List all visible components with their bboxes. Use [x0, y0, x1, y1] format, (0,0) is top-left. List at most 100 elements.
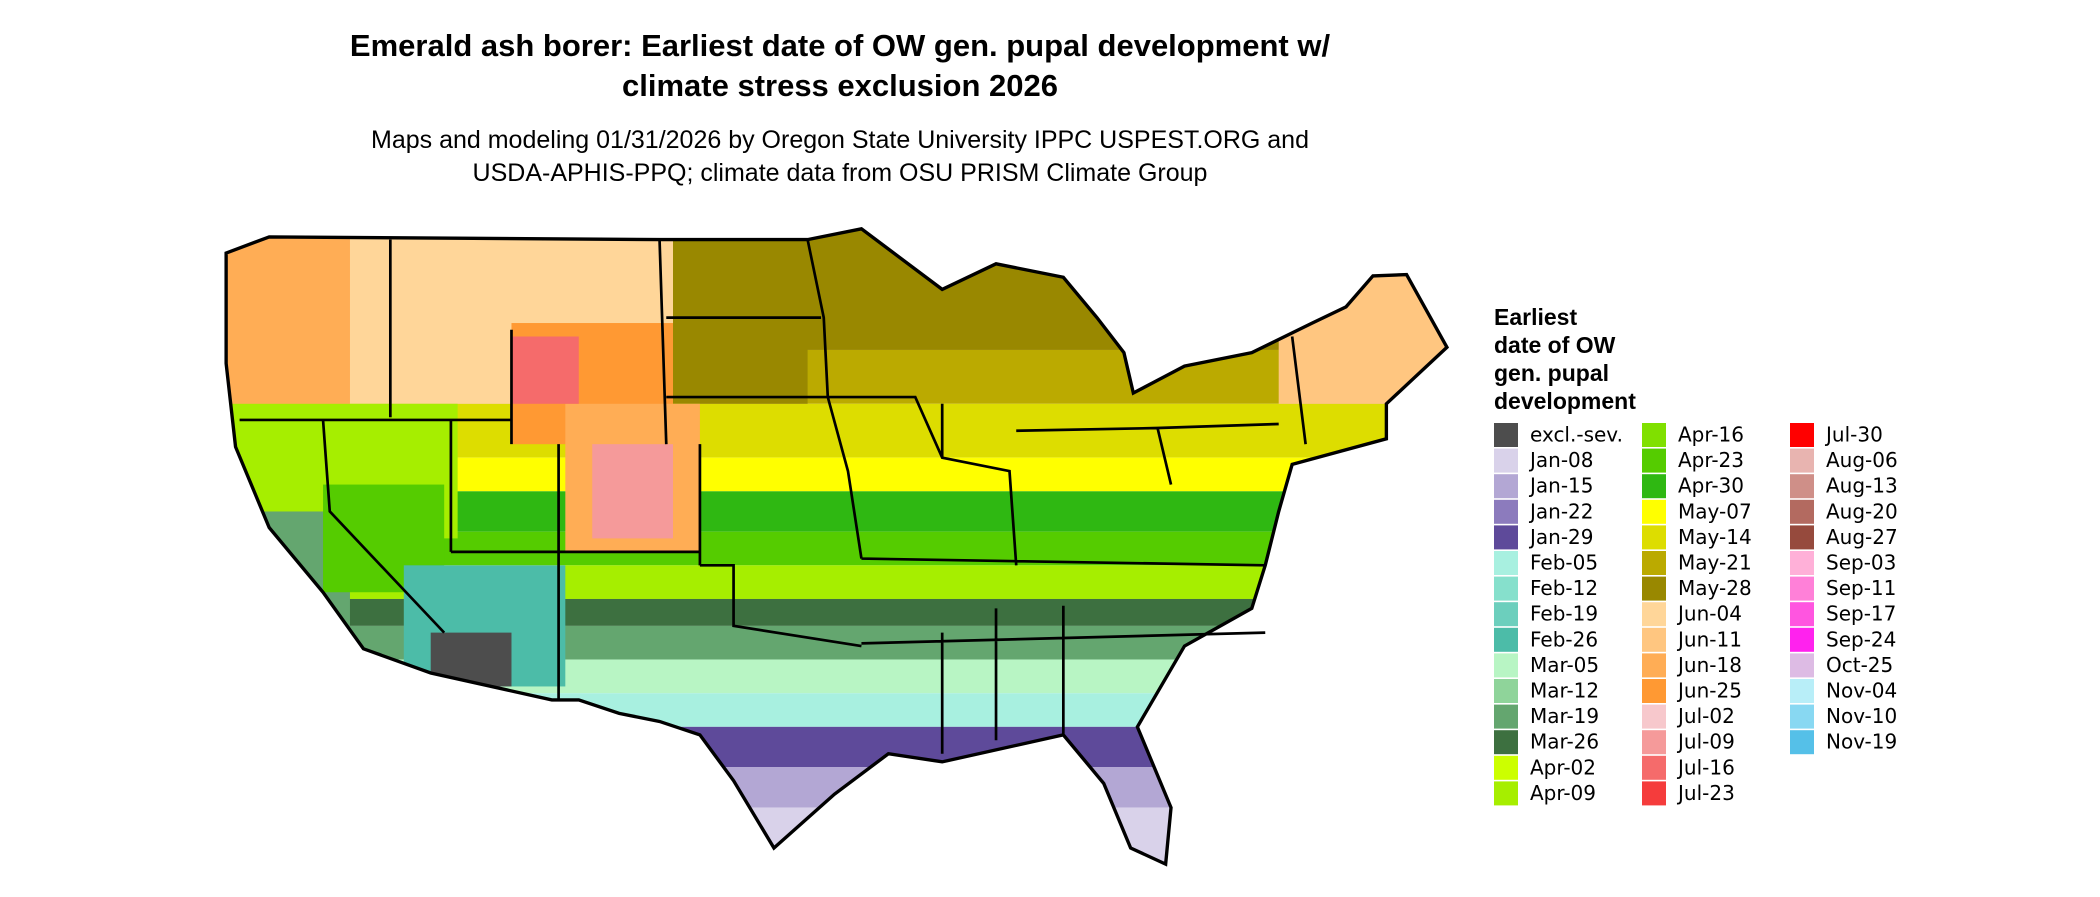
legend-label: Nov-10	[1826, 704, 1897, 728]
legend-label: May-14	[1678, 525, 1752, 549]
legend-label: Aug-20	[1826, 499, 1898, 523]
legend-swatch	[1790, 653, 1814, 678]
legend-swatch	[1790, 704, 1814, 729]
legend-swatch	[1642, 704, 1666, 729]
legend-label: excl.-sev.	[1530, 423, 1623, 447]
legend-swatch	[1790, 602, 1814, 627]
title-line: Emerald ash borer: Earliest date of OW g…	[350, 28, 1331, 63]
map-zone	[430, 632, 512, 687]
legend-swatch	[1494, 551, 1518, 575]
legend-swatch	[1494, 679, 1518, 703]
legend-swatch	[1790, 448, 1814, 473]
legend-label: Aug-06	[1826, 448, 1898, 472]
legend-label: Apr-30	[1678, 474, 1744, 498]
state-line	[239, 239, 1307, 754]
legend-swatch	[1494, 704, 1518, 729]
legend-label: Jan-22	[1528, 499, 1594, 523]
legend-label: May-21	[1678, 551, 1752, 575]
legend-label: Jan-08	[1528, 448, 1594, 472]
legend-swatch	[1790, 679, 1814, 703]
legend-label: Sep-17	[1826, 602, 1896, 626]
legend-label: Nov-04	[1826, 679, 1897, 703]
legend-swatch	[1494, 423, 1518, 447]
legend-title: gen. pupal	[1494, 360, 1609, 386]
legend-label: Jun-18	[1676, 653, 1742, 677]
legend-swatch	[1494, 576, 1518, 601]
legend-swatch	[1642, 551, 1666, 575]
legend-swatch	[1642, 423, 1666, 447]
legend-swatch	[1494, 474, 1518, 499]
legend-swatch	[1642, 525, 1666, 550]
legend-swatch	[1642, 653, 1666, 678]
legend-swatch	[1790, 627, 1814, 652]
legend-swatch	[1790, 474, 1814, 499]
legend-title: date of OW	[1494, 332, 1616, 358]
state-borders	[224, 227, 1449, 866]
legend-label: Jul-30	[1824, 423, 1883, 447]
legend-label: Mar-05	[1530, 653, 1599, 677]
legend-label: Oct-25	[1826, 653, 1893, 677]
map-zone	[226, 659, 1447, 694]
legend-swatch	[1790, 525, 1814, 550]
header: Emerald ash borer: Earliest date of OW g…	[350, 28, 1331, 187]
legend-swatch	[1642, 755, 1666, 780]
legend-swatch	[1494, 602, 1518, 627]
legend-swatch	[1494, 525, 1518, 550]
legend-label: Feb-05	[1530, 551, 1598, 575]
legend-swatch	[1790, 423, 1814, 447]
legend-swatch	[1642, 730, 1666, 755]
legend-label: Apr-02	[1530, 755, 1596, 779]
legend-label: Feb-26	[1530, 627, 1598, 651]
legend-label: Sep-03	[1826, 551, 1896, 575]
legend-label: Jul-02	[1676, 704, 1735, 728]
legend-swatch	[1790, 499, 1814, 524]
legend-label: May-07	[1678, 499, 1752, 523]
legend-swatch	[1494, 499, 1518, 524]
legend-label: Jul-09	[1676, 730, 1735, 754]
legend-label: Jun-25	[1676, 679, 1742, 703]
legend-swatch	[1494, 755, 1518, 780]
legend-label: Feb-19	[1530, 602, 1598, 626]
legend-swatch	[1642, 781, 1666, 806]
legend-swatch	[1642, 576, 1666, 601]
legend-label: Nov-19	[1826, 730, 1897, 754]
map-zone	[673, 228, 808, 404]
map	[224, 227, 1449, 866]
legend-label: Sep-24	[1826, 627, 1896, 651]
legend-swatch	[1642, 499, 1666, 524]
legend-label: May-28	[1678, 576, 1752, 600]
legend-label: Jun-04	[1676, 602, 1742, 626]
legend-swatch	[1494, 448, 1518, 473]
legend-label: Mar-26	[1530, 730, 1599, 754]
subtitle-line: USDA-APHIS-PPQ; climate data from OSU PR…	[473, 159, 1208, 187]
legend-swatch	[1494, 781, 1518, 806]
subtitle-line: Maps and modeling 01/31/2026 by Oregon S…	[371, 126, 1309, 154]
legend-title: development	[1494, 388, 1636, 414]
legend-swatch	[1494, 730, 1518, 755]
legend-label: Aug-13	[1826, 474, 1898, 498]
legend-swatch	[1642, 474, 1666, 499]
map-zone	[226, 726, 1447, 768]
legend-label: Mar-12	[1530, 679, 1599, 703]
legend-swatch	[1642, 602, 1666, 627]
legend-label: Mar-19	[1530, 704, 1599, 728]
legend-swatch	[1642, 679, 1666, 703]
map-zone	[592, 444, 673, 539]
legend-label: Feb-12	[1530, 576, 1598, 600]
legend-label: Jan-15	[1528, 474, 1594, 498]
legend-swatch	[1790, 576, 1814, 601]
title-line: climate stress exclusion 2026	[622, 68, 1058, 103]
legend-swatch	[1642, 448, 1666, 473]
legend-label: Apr-09	[1530, 781, 1596, 805]
map-zone	[226, 807, 1447, 865]
legend-label: Jul-23	[1676, 781, 1735, 805]
legend-swatch	[1494, 653, 1518, 678]
legend-title: Earliest	[1494, 304, 1577, 330]
legend-label: Sep-11	[1826, 576, 1896, 600]
legend-label: Aug-27	[1826, 525, 1898, 549]
legend-swatch	[1494, 627, 1518, 652]
map-zone	[226, 693, 1447, 727]
map-zone	[226, 598, 1447, 626]
